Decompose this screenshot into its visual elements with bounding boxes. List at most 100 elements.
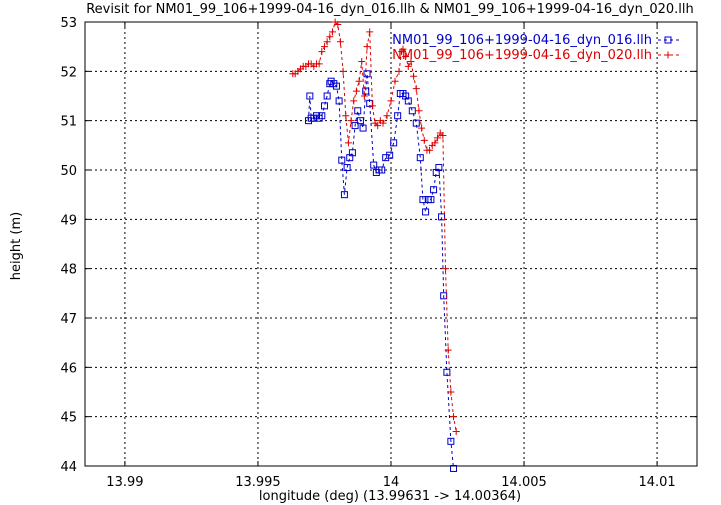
series-2-point	[358, 57, 366, 65]
series-1-point	[450, 464, 458, 472]
series-2-point	[374, 122, 382, 130]
series-2-point	[426, 146, 434, 154]
y-tick-label: 47	[60, 312, 77, 327]
series-1-point	[343, 164, 351, 172]
y-axis-label: height (m)	[9, 212, 24, 280]
series-1-point	[430, 186, 438, 194]
series-2-point	[336, 38, 344, 46]
series-1-point	[335, 97, 343, 105]
series-layer	[289, 18, 460, 472]
series-2-point	[410, 72, 418, 80]
series-2-point	[442, 265, 450, 273]
y-tick-label: 52	[60, 65, 77, 80]
series-1	[305, 70, 458, 472]
legend: NM01_99_106+1999-04-16_dyn_016.llh NM01_…	[392, 33, 682, 63]
series-1-point	[326, 80, 334, 88]
series-1-point	[306, 92, 314, 100]
series-1-point	[359, 124, 367, 132]
series-1-point	[354, 107, 362, 115]
series-2-point	[452, 427, 460, 435]
y-tick-label: 45	[60, 411, 77, 426]
series-2-point	[383, 112, 391, 120]
series-2-point	[407, 57, 415, 65]
series-1-point	[348, 149, 356, 157]
series-1-line	[308, 73, 454, 469]
series-2-point	[418, 124, 426, 132]
series-2	[289, 18, 460, 435]
series-2-point	[342, 112, 350, 120]
series-2-point	[350, 97, 358, 105]
series-1-point	[416, 154, 424, 162]
series-2-point	[344, 139, 352, 147]
series-1-point	[323, 92, 331, 100]
series-2-point	[328, 28, 336, 36]
x-tick-label: 13.995	[235, 475, 281, 490]
series-2-point	[439, 131, 447, 139]
x-tick-label: 13.99	[106, 475, 143, 490]
series-2-point	[326, 33, 334, 41]
series-2-point	[444, 346, 452, 354]
series-2-point	[415, 107, 423, 115]
series-1-point	[363, 70, 371, 78]
series-2-point	[318, 48, 326, 56]
series-1-point	[362, 87, 370, 95]
series-2-point	[352, 87, 360, 95]
series-1-point	[318, 112, 326, 120]
legend-label-series-2: NM01_99_106+1999-04-16_dyn_020.llh	[392, 48, 652, 63]
series-2-point	[366, 28, 374, 36]
series-1-point	[447, 437, 455, 445]
series-1-point	[422, 208, 430, 216]
y-tick-label: 53	[60, 16, 77, 31]
series-1-point	[443, 368, 451, 376]
y-tick-label: 46	[60, 361, 77, 376]
series-1-point	[386, 151, 394, 159]
series-2-point	[420, 136, 428, 144]
series-2-point	[334, 20, 342, 28]
series-2-point	[434, 134, 442, 142]
series-2-point	[412, 85, 420, 93]
grid	[85, 22, 697, 466]
x-axis-label: longitude (deg) (13.99631 -> 14.00364)	[259, 489, 521, 504]
series-2-point	[387, 97, 395, 105]
series-2-point	[368, 102, 376, 110]
series-2-point	[399, 45, 407, 53]
series-1-point	[438, 213, 446, 221]
series-1-point	[390, 139, 398, 147]
series-2-point	[391, 77, 399, 85]
x-tick-label: 14	[383, 475, 400, 490]
y-tick-label: 50	[60, 164, 77, 179]
y-tick-label: 51	[60, 115, 77, 130]
series-1-point	[351, 122, 359, 130]
x-tick-label: 14.01	[638, 475, 675, 490]
series-1-point	[394, 112, 402, 120]
series-1-point	[404, 97, 412, 105]
series-1-point	[320, 102, 328, 110]
series-1-point	[378, 166, 386, 174]
y-tick-label: 49	[60, 213, 77, 228]
series-1-point	[332, 82, 340, 90]
series-2-point	[320, 43, 328, 51]
y-tick-label: 44	[60, 460, 77, 475]
series-2-point	[355, 77, 363, 85]
series-2-point	[431, 139, 439, 147]
x-tick-label: 14.005	[501, 475, 547, 490]
series-2-point	[363, 43, 371, 51]
series-1-point	[382, 154, 390, 162]
legend-label-series-1: NM01_99_106+1999-04-16_dyn_016.llh	[392, 33, 652, 48]
series-1-point	[435, 164, 443, 172]
series-2-point	[339, 67, 347, 75]
series-2-point	[402, 53, 410, 61]
series-1-point	[419, 196, 427, 204]
series-2-point	[315, 60, 323, 68]
series-2-point	[360, 92, 368, 100]
series-1-point	[427, 196, 435, 204]
series-2-point	[404, 62, 412, 70]
series-2-point	[347, 117, 355, 125]
series-1-point	[338, 156, 346, 164]
axis-ticks: 13.99 13.995 14 14.005 14.01 44 45 46 47 48 49 50 51…	[60, 16, 697, 490]
chart-title: Revisit for NM01_99_106+1999-04-16_dyn_0…	[86, 2, 694, 17]
series-2-point	[323, 38, 331, 46]
series-1-point	[370, 161, 378, 169]
